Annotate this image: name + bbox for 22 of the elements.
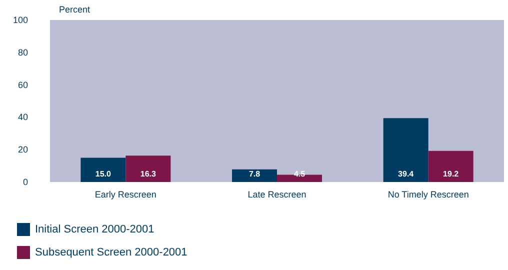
bar <box>126 156 171 182</box>
data-label: 15.0 <box>95 170 112 178</box>
y-tick-label: 100 <box>12 15 28 25</box>
data-label: 7.8 <box>248 170 261 178</box>
data-label: 39.4 <box>398 170 414 178</box>
y-tick-label: 0 <box>22 177 28 187</box>
bar <box>428 150 474 182</box>
bar <box>383 118 428 182</box>
y-axis-title: Percent <box>58 4 90 14</box>
legend-label: Subsequent Screen 2000-2001 <box>35 246 188 258</box>
y-tick-label: 20 <box>18 144 28 155</box>
bar <box>232 169 277 182</box>
x-tick-label: No Timely Rescreen <box>388 190 469 200</box>
y-tick-label: 40 <box>18 112 28 122</box>
bar <box>80 158 126 182</box>
data-label: 16.3 <box>140 170 156 178</box>
x-tick-label: Early Rescreen <box>94 190 156 200</box>
x-tick-label: Late Rescreen <box>248 190 306 200</box>
y-tick-label: 80 <box>18 47 28 58</box>
y-tick-label: 60 <box>18 80 28 90</box>
data-label: 19.2 <box>443 170 460 178</box>
legend-label: Initial Screen 2000-2001 <box>35 224 154 236</box>
